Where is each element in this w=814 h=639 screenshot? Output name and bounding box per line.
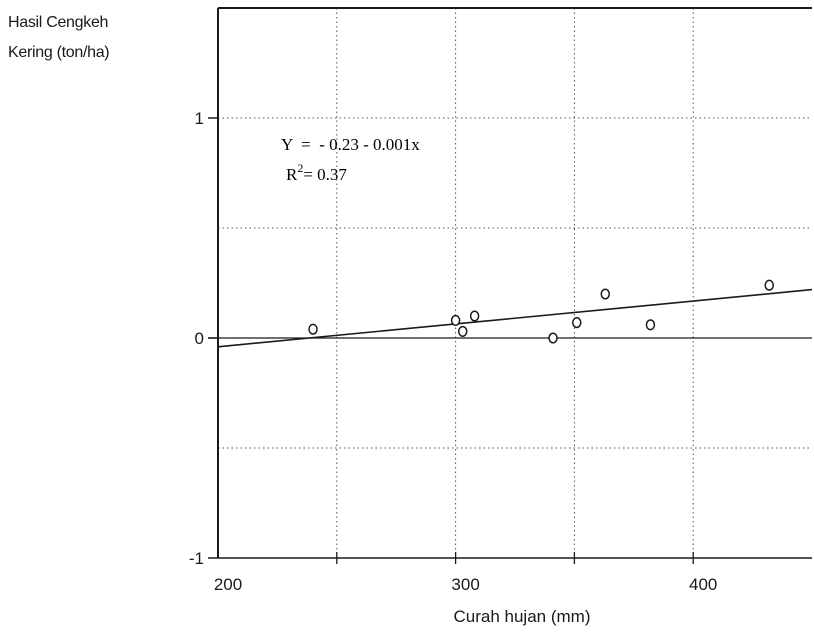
y-tick-label-2: 1 (195, 109, 204, 128)
data-point-8 (764, 279, 774, 291)
x-tick-label-0: 200 (214, 575, 242, 594)
data-point-5 (572, 317, 582, 329)
data-point-7 (645, 319, 656, 331)
y-tick-label-1: 0 (195, 329, 204, 348)
equation-line: Y = - 0.23 - 0.001x (281, 135, 420, 154)
x-tick-label-2: 400 (689, 575, 717, 594)
x-axis-label: Curah hujan (mm) (453, 607, 591, 626)
r-squared-label: R2= 0.37 (286, 161, 347, 184)
y-axis-label: Hasil Cengkeh Kering (ton/ha) (8, 8, 110, 68)
data-point-4 (548, 332, 558, 344)
data-point-3 (469, 310, 480, 322)
y-axis-label-line-1: Hasil Cengkeh (8, 14, 109, 31)
data-point-0 (308, 323, 318, 335)
data-point-2 (457, 325, 468, 337)
y-axis-label-line-2: Kering (ton/ha) (8, 44, 110, 61)
x-tick-label-1: 300 (451, 575, 479, 594)
data-point-1 (450, 314, 461, 326)
trend-line (217, 288, 813, 348)
data-point-6 (600, 288, 611, 300)
y-tick-label-0: -1 (189, 549, 204, 568)
